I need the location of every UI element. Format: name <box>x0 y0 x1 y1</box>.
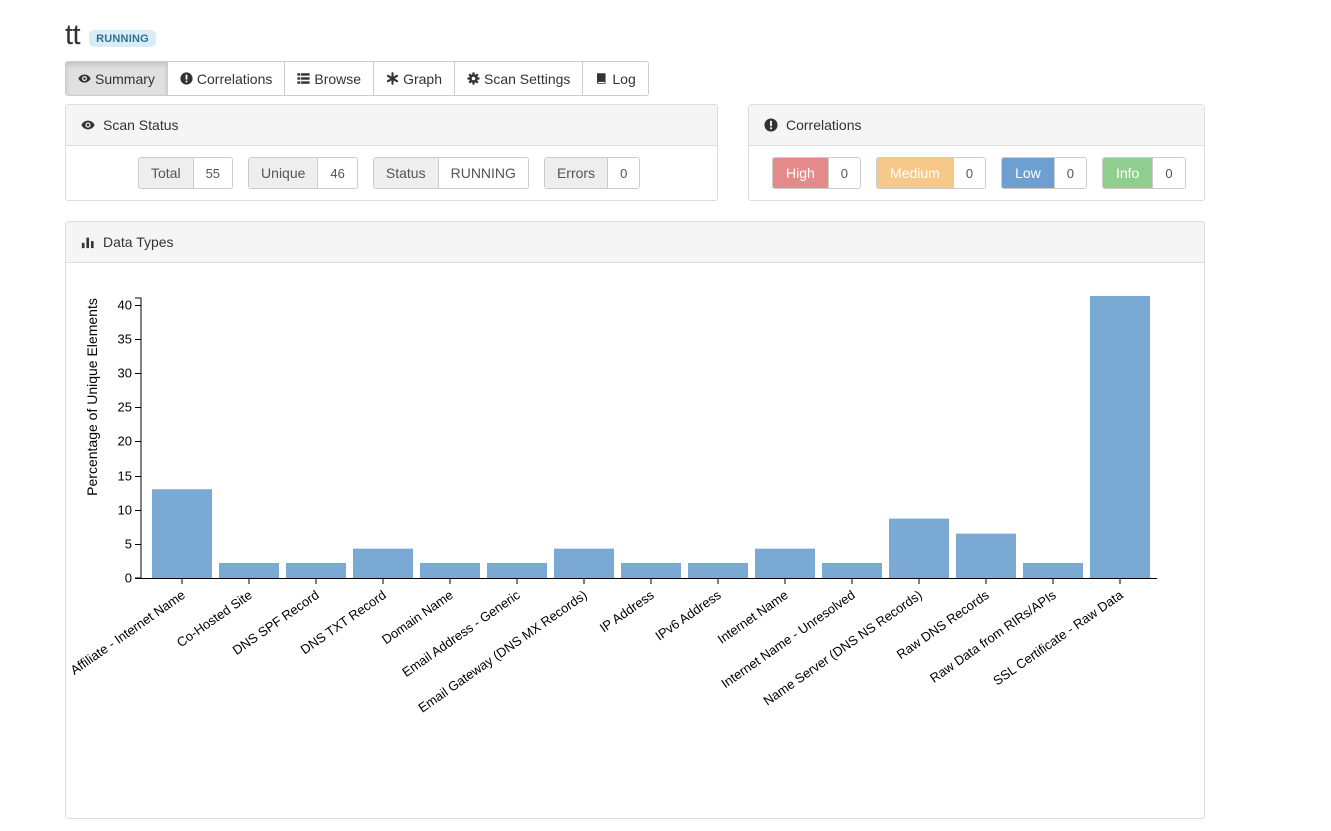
exclamation-circle-icon <box>180 72 193 85</box>
tab-label: Correlations <box>196 70 273 87</box>
low-label: Low <box>1002 158 1054 188</box>
tab-label: Summary <box>95 70 155 87</box>
gear-icon <box>467 72 480 85</box>
scan-title: tt <box>65 19 81 51</box>
correlation-counts: High 0 Medium 0 Low 0 Info 0 <box>772 157 1186 189</box>
errors-label: Errors <box>544 158 609 188</box>
panel-title: Scan Status <box>103 117 179 133</box>
scan-header: tt RUNNING <box>65 18 156 52</box>
panel-heading: Scan Status <box>66 105 717 146</box>
tab-bar: Summary Correlations Browse Graph Scan S… <box>65 61 649 96</box>
unique-value: 46 <box>318 158 357 188</box>
tab-scan-settings[interactable]: Scan Settings <box>455 62 584 95</box>
info-value: 0 <box>1152 158 1185 188</box>
medium-value: 0 <box>952 158 986 188</box>
low-correlations[interactable]: Low 0 <box>1001 157 1087 189</box>
scan-status-panel: Scan Status Total 55 Unique 46 Status RU… <box>65 104 718 201</box>
tab-label: Graph <box>403 70 442 87</box>
errors-metric: Errors 0 <box>543 157 641 189</box>
asterisk-icon <box>386 72 399 85</box>
info-correlations[interactable]: Info 0 <box>1101 157 1186 189</box>
panel-heading: Data Types <box>66 222 1204 263</box>
total-value: 55 <box>193 158 233 188</box>
tab-label: Scan Settings <box>484 70 571 87</box>
tab-graph[interactable]: Graph <box>374 62 455 95</box>
exclamation-circle-icon <box>764 118 778 132</box>
medium-label: Medium <box>877 158 953 188</box>
panel-title: Correlations <box>786 117 862 133</box>
list-icon <box>297 72 310 85</box>
eye-icon <box>78 72 91 85</box>
tab-log[interactable]: Log <box>583 62 648 95</box>
errors-value: 0 <box>608 158 640 188</box>
medium-correlations[interactable]: Medium 0 <box>876 157 987 189</box>
tab-label: Log <box>612 70 636 87</box>
status-metric: Status RUNNING <box>372 157 529 189</box>
status-label: Status <box>373 158 439 188</box>
tab-browse[interactable]: Browse <box>285 62 375 95</box>
tab-label: Browse <box>314 70 362 87</box>
unique-metric: Unique 46 <box>248 157 358 189</box>
panel-title: Data Types <box>103 234 174 250</box>
total-label: Total <box>139 158 194 188</box>
status-metrics: Total 55 Unique 46 Status RUNNING Errors… <box>138 157 641 189</box>
data-types-panel: Data Types <box>65 221 1205 819</box>
eye-icon <box>81 118 95 132</box>
high-label: High <box>773 158 828 188</box>
status-badge: RUNNING <box>89 29 156 47</box>
bar-chart-icon <box>81 235 95 249</box>
tab-summary[interactable]: Summary <box>66 62 168 95</box>
total-metric: Total 55 <box>138 157 234 189</box>
high-value: 0 <box>827 158 861 188</box>
tab-correlations[interactable]: Correlations <box>167 62 286 95</box>
correlations-panel: Correlations High 0 Medium 0 Low 0 Info … <box>748 104 1205 201</box>
book-icon <box>595 72 608 85</box>
panel-heading: Correlations <box>749 105 1204 146</box>
unique-label: Unique <box>249 158 319 188</box>
low-value: 0 <box>1053 158 1086 188</box>
status-value: RUNNING <box>438 158 528 188</box>
info-label: Info <box>1102 158 1153 188</box>
high-correlations[interactable]: High 0 <box>772 157 862 189</box>
